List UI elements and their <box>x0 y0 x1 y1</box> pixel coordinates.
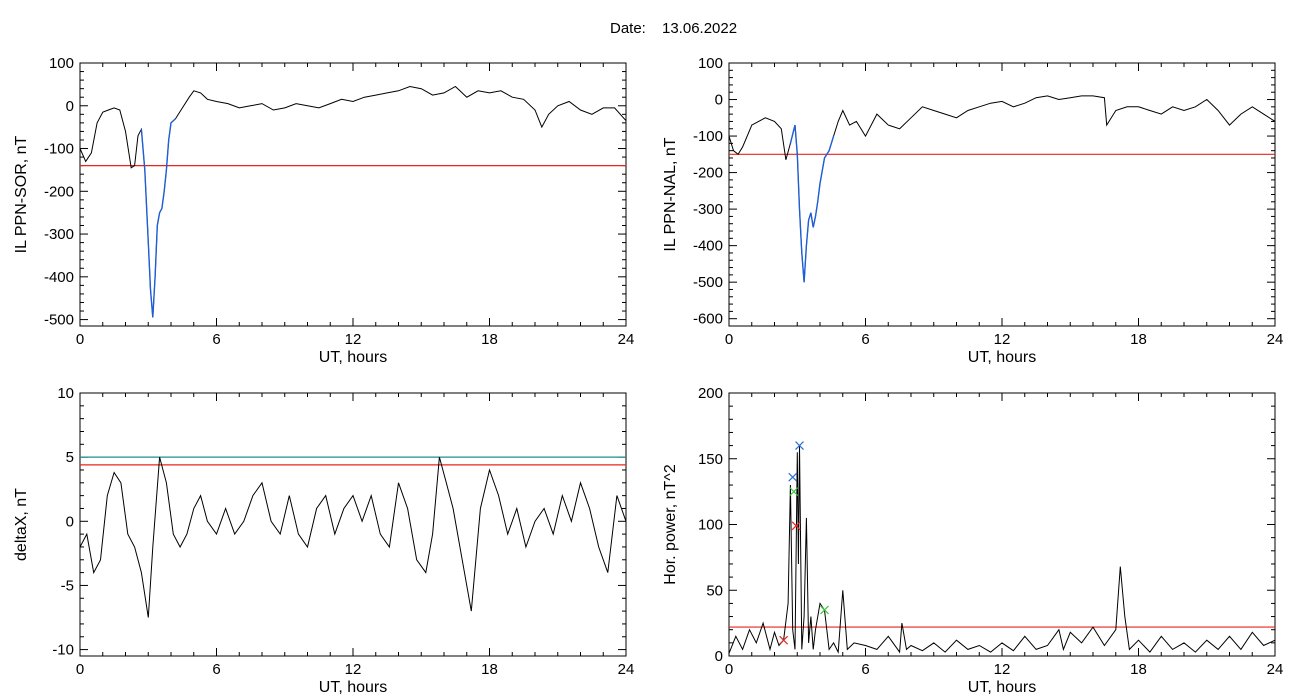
marker-blue <box>788 472 798 482</box>
highlight-line <box>140 118 177 318</box>
y-tick-label: 100 <box>698 55 723 72</box>
x-axis-label: UT, hours <box>319 349 387 366</box>
date-label: Date: <box>610 20 646 37</box>
x-tick-label: 0 <box>76 331 84 348</box>
marker-pink <box>779 635 789 645</box>
x-tick-label: 0 <box>76 661 84 678</box>
y-tick-label: 0 <box>66 98 74 115</box>
data-line <box>728 95 1276 283</box>
highlight-line <box>789 124 835 283</box>
x-tick-label: 18 <box>1130 661 1147 678</box>
plot-frame <box>79 62 627 327</box>
x-tick-label: 6 <box>861 661 869 678</box>
x-axis-label: UT, hours <box>968 349 1036 366</box>
x-tick-label: 12 <box>345 331 362 348</box>
data-line <box>79 456 627 618</box>
y-tick-label: 5 <box>66 449 74 466</box>
marker-red <box>791 521 801 531</box>
y-tick-label: -300 <box>693 201 723 218</box>
il-ppn-nal-panel: 0 6 12 18 24 100 0 -100 -200 -300 -400 -500 -600 UT, … <box>662 55 1283 366</box>
y-axis-label: IL PPN-SOR, nT <box>13 135 30 253</box>
y-axis-label: deltaX, nT <box>13 488 30 561</box>
y-tick-label: -600 <box>693 311 723 328</box>
y-tick-label: -10 <box>52 642 74 659</box>
y-tick-label: 50 <box>706 582 723 599</box>
date-value: 13.06.2022 <box>662 20 737 37</box>
marker-green <box>789 487 799 497</box>
y-tick-label: -500 <box>44 312 74 329</box>
x-tick-label: 0 <box>725 661 733 678</box>
y-tick-label: -500 <box>693 274 723 291</box>
figure-header: Date: 13.06.2022 <box>610 20 737 37</box>
x-tick-label: 6 <box>861 331 869 348</box>
y-axis-label: IL PPN-NAL, nT <box>662 137 679 251</box>
x-axis-label: UT, hours <box>968 679 1036 696</box>
x-tick-label: 6 <box>212 331 220 348</box>
y-tick-label: -400 <box>44 269 74 286</box>
y-tick-label: 0 <box>715 648 723 665</box>
x-axis-label: UT, hours <box>319 679 387 696</box>
x-tick-label: 24 <box>1267 331 1284 348</box>
x-tick-label: 24 <box>1267 661 1284 678</box>
y-tick-label: 200 <box>698 385 723 402</box>
x-tick-label: 24 <box>618 661 635 678</box>
data-line <box>728 445 1276 654</box>
x-tick-label: 18 <box>481 331 498 348</box>
y-tick-label: 150 <box>698 451 723 468</box>
y-tick-label: -200 <box>44 183 74 200</box>
x-tick-label: 12 <box>994 661 1011 678</box>
y-axis-label: Hor. power, nT^2 <box>662 464 679 585</box>
x-tick-label: 18 <box>1130 331 1147 348</box>
y-tick-label: 0 <box>66 513 74 530</box>
x-tick-label: 6 <box>212 661 220 678</box>
marker-green <box>820 605 829 615</box>
y-tick-label: -5 <box>61 577 74 594</box>
x-tick-label: 12 <box>345 661 362 678</box>
y-tick-label: 100 <box>49 55 74 72</box>
deltax-panel: 0 6 12 18 24 10 5 0 -5 -10 UT, hours deltaX, nT <box>13 385 634 696</box>
data-line <box>79 85 627 318</box>
y-tick-label: -300 <box>44 226 74 243</box>
y-tick-label: 100 <box>698 517 723 534</box>
y-tick-label: 0 <box>715 92 723 109</box>
hor-power-panel: 0 6 12 18 24 200 150 100 50 0 UT, hours Hor. power,… <box>662 385 1283 696</box>
x-tick-label: 0 <box>725 331 733 348</box>
y-tick-label: -400 <box>693 238 723 255</box>
y-tick-label: -100 <box>44 141 74 158</box>
x-tick-label: 12 <box>994 331 1011 348</box>
il-ppn-sor-panel: 0 6 12 18 24 100 0 -100 -200 -300 -400 -500 UT, hour… <box>13 55 634 366</box>
y-tick-label: -100 <box>693 128 723 145</box>
y-tick-label: -200 <box>693 165 723 182</box>
x-tick-label: 18 <box>481 661 498 678</box>
marker-blue <box>795 441 804 451</box>
x-tick-label: 24 <box>618 331 635 348</box>
plot-frame <box>728 62 1276 327</box>
plot-frame <box>79 392 627 657</box>
y-tick-label: 10 <box>57 385 74 402</box>
